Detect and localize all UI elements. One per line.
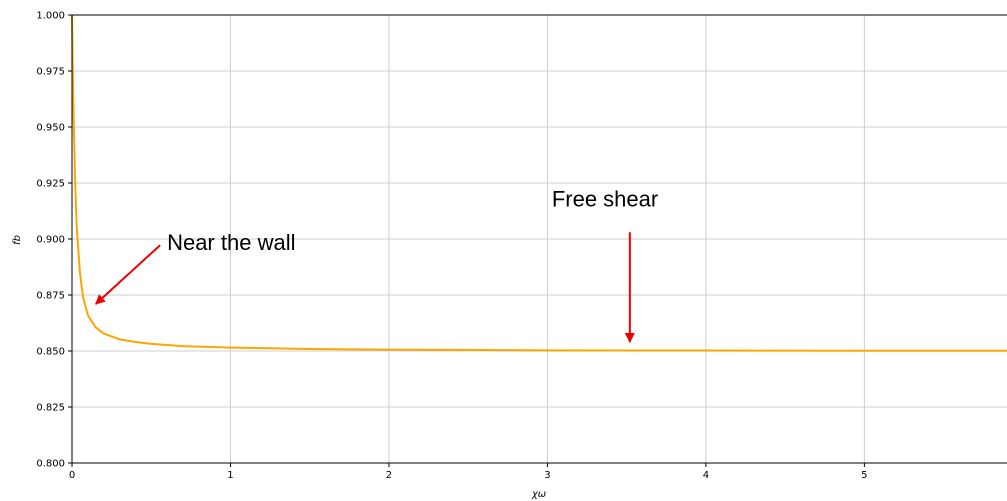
y-tick-label-3: 0.875 [36,291,65,302]
x-tick-label-1: 1 [227,470,233,481]
y-axis-label: fb [12,235,23,245]
x-axis-label: χω [531,489,546,500]
x-tick-label-4: 4 [703,470,709,481]
y-tick-label-5: 0.925 [36,179,65,190]
annotation-text-0: Near the wall [167,230,295,255]
y-tick-label-4: 0.900 [36,235,65,246]
y-tick-label-2: 0.850 [36,347,65,358]
tick-labels: 0 1 2 3 4 5 0.800 0.825 0.850 0.875 0.900 0.925 0.95… [36,11,867,482]
annotations: Near the wall Free shear [95,186,658,344]
y-tick-label-6: 0.950 [36,123,65,134]
y-tick-label-1: 0.825 [36,403,65,414]
plot-area [71,14,1007,352]
y-tick-label-8: 1.000 [36,11,65,22]
annotation-arrow-0 [95,244,161,305]
grid-lines [71,14,1007,464]
x-tick-label-2: 2 [386,470,392,481]
series-line-0 [71,14,1007,352]
axes [68,14,1007,467]
x-tick-label-5: 5 [861,470,867,481]
y-tick-label-0: 0.800 [36,459,65,470]
annotation-text-1: Free shear [552,186,658,211]
x-tick-label-0: 0 [69,470,75,481]
x-tick-label-3: 3 [544,470,550,481]
y-tick-label-7: 0.975 [36,67,65,78]
